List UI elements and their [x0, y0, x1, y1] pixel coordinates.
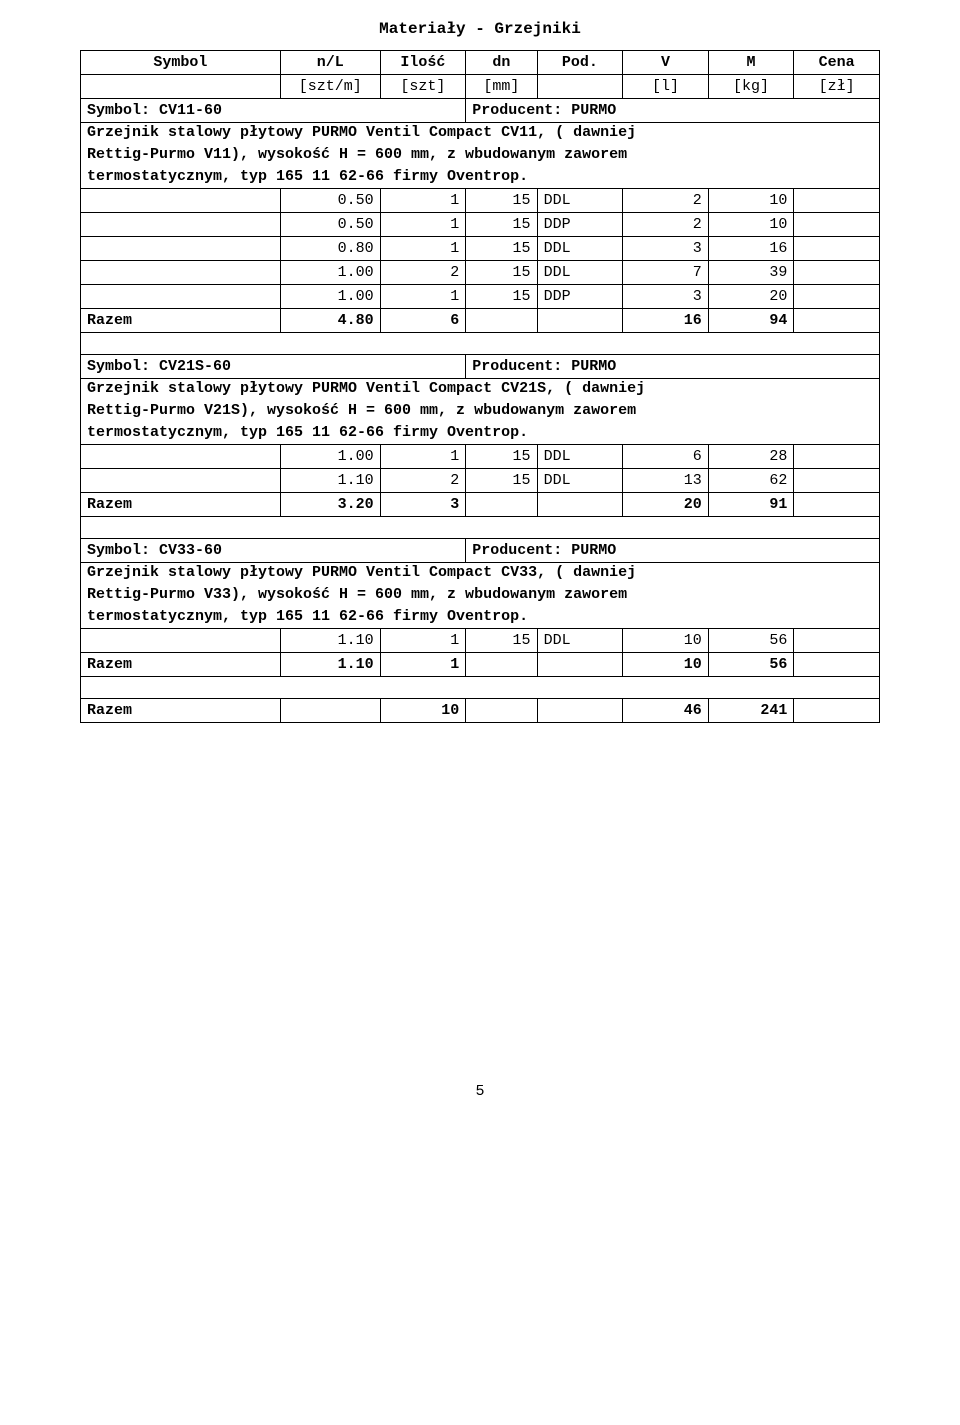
- col-dn: dn: [466, 51, 537, 75]
- col-nl: n/L: [280, 51, 380, 75]
- description-text: Rettig-Purmo V21S), wysokość H = 600 mm,…: [81, 401, 880, 423]
- col-ilosc: Ilość: [380, 51, 466, 75]
- page-title: Materiały - Grzejniki: [80, 20, 880, 38]
- section-description: Rettig-Purmo V33), wysokość H = 600 mm, …: [81, 585, 880, 607]
- data-row: 0.50115DDP210: [81, 213, 880, 237]
- col-pod: Pod.: [537, 51, 623, 75]
- description-text: Grzejnik stalowy płytowy PURMO Ventil Co…: [81, 123, 880, 145]
- materials-table: Symboln/LIlośćdnPod.VMCena[szt/m][szt][m…: [80, 50, 880, 723]
- spacer-row: [81, 677, 880, 699]
- section-symbol: Symbol: CV33-60: [81, 539, 466, 563]
- description-text: Grzejnik stalowy płytowy PURMO Ventil Co…: [81, 379, 880, 401]
- grand-total-label: Razem: [81, 699, 281, 723]
- section-header: Symbol: CV33-60Producent: PURMO: [81, 539, 880, 563]
- col-cena: Cena: [794, 51, 880, 75]
- page-number: 5: [80, 1083, 880, 1100]
- section-header: Symbol: CV21S-60Producent: PURMO: [81, 355, 880, 379]
- section-description: termostatycznym, typ 165 11 62-66 firmy …: [81, 167, 880, 189]
- section-description: Rettig-Purmo V11), wysokość H = 600 mm, …: [81, 145, 880, 167]
- section-header: Symbol: CV11-60Producent: PURMO: [81, 99, 880, 123]
- data-row: 1.10215DDL1362: [81, 469, 880, 493]
- header-row: Symboln/LIlośćdnPod.VMCena: [81, 51, 880, 75]
- section-description: Grzejnik stalowy płytowy PURMO Ventil Co…: [81, 379, 880, 401]
- section-producer: Producent: PURMO: [466, 539, 880, 563]
- grand-total-row: Razem1046241: [81, 699, 880, 723]
- description-text: Grzejnik stalowy płytowy PURMO Ventil Co…: [81, 563, 880, 585]
- col-symbol: Symbol: [81, 51, 281, 75]
- section-description: termostatycznym, typ 165 11 62-66 firmy …: [81, 423, 880, 445]
- section-sum: Razem3.2032091: [81, 493, 880, 517]
- section-producer: Producent: PURMO: [466, 355, 880, 379]
- col-m: M: [708, 51, 794, 75]
- data-row: 0.50115DDL210: [81, 189, 880, 213]
- section-producer: Producent: PURMO: [466, 99, 880, 123]
- section-description: Rettig-Purmo V21S), wysokość H = 600 mm,…: [81, 401, 880, 423]
- data-row: 0.80115DDL316: [81, 237, 880, 261]
- description-text: termostatycznym, typ 165 11 62-66 firmy …: [81, 167, 880, 189]
- description-text: Rettig-Purmo V33), wysokość H = 600 mm, …: [81, 585, 880, 607]
- section-description: termostatycznym, typ 165 11 62-66 firmy …: [81, 607, 880, 629]
- data-row: 1.00215DDL739: [81, 261, 880, 285]
- description-text: Rettig-Purmo V11), wysokość H = 600 mm, …: [81, 145, 880, 167]
- section-sum: Razem1.1011056: [81, 653, 880, 677]
- description-text: termostatycznym, typ 165 11 62-66 firmy …: [81, 423, 880, 445]
- razem-label: Razem: [81, 309, 281, 333]
- data-row: 1.00115DDP320: [81, 285, 880, 309]
- section-symbol: Symbol: CV11-60: [81, 99, 466, 123]
- data-row: 1.10115DDL1056: [81, 629, 880, 653]
- spacer-row: [81, 517, 880, 539]
- section-description: Grzejnik stalowy płytowy PURMO Ventil Co…: [81, 123, 880, 145]
- razem-label: Razem: [81, 653, 281, 677]
- razem-label: Razem: [81, 493, 281, 517]
- units-row: [szt/m][szt][mm][l][kg][zł]: [81, 75, 880, 99]
- section-sum: Razem4.8061694: [81, 309, 880, 333]
- section-description: Grzejnik stalowy płytowy PURMO Ventil Co…: [81, 563, 880, 585]
- section-symbol: Symbol: CV21S-60: [81, 355, 466, 379]
- col-v: V: [623, 51, 709, 75]
- spacer-row: [81, 333, 880, 355]
- description-text: termostatycznym, typ 165 11 62-66 firmy …: [81, 607, 880, 629]
- data-row: 1.00115DDL628: [81, 445, 880, 469]
